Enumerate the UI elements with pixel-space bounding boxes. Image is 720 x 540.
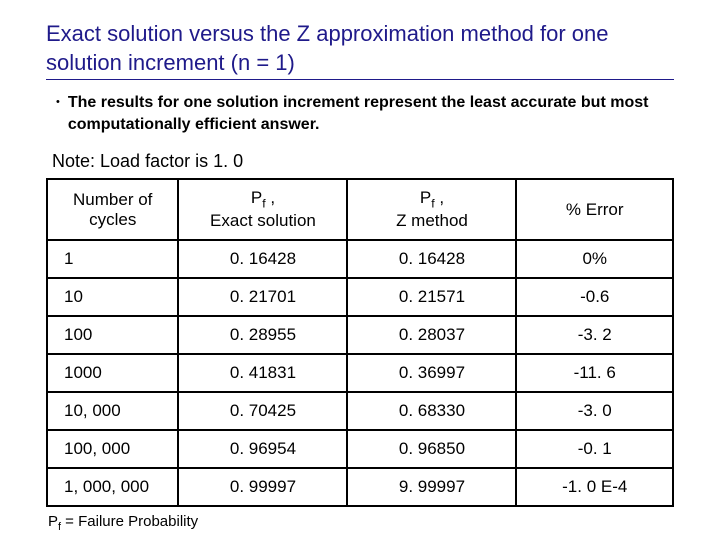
table-cell: -3. 2 bbox=[516, 316, 673, 354]
table-cell: 0. 96850 bbox=[347, 430, 516, 468]
table-cell: 0. 99997 bbox=[178, 468, 347, 506]
table-cell: 100 bbox=[47, 316, 178, 354]
table-cell: 0. 21701 bbox=[178, 278, 347, 316]
table-row: 1000. 289550. 28037-3. 2 bbox=[47, 316, 673, 354]
table-cell: -1. 0 E-4 bbox=[516, 468, 673, 506]
table-cell: -0.6 bbox=[516, 278, 673, 316]
table-cell: 0. 96954 bbox=[178, 430, 347, 468]
table-cell: 1 bbox=[47, 240, 178, 278]
bullet-dot-icon: • bbox=[56, 92, 60, 111]
table-cell: 0. 21571 bbox=[347, 278, 516, 316]
results-table: Number of cycles Pf , Exact solution Pf … bbox=[46, 178, 674, 506]
table-cell: 10 bbox=[47, 278, 178, 316]
slide-title: Exact solution versus the Z approximatio… bbox=[46, 20, 674, 80]
table-header-row: Number of cycles Pf , Exact solution Pf … bbox=[47, 179, 673, 239]
table-row: 10, 0000. 704250. 68330-3. 0 bbox=[47, 392, 673, 430]
table-cell: 9. 99997 bbox=[347, 468, 516, 506]
table-cell: 10, 000 bbox=[47, 392, 178, 430]
table-cell: -3. 0 bbox=[516, 392, 673, 430]
bullet-text: The results for one solution increment r… bbox=[68, 92, 674, 135]
footnote: Pf = Failure Probability bbox=[48, 513, 674, 533]
table-row: 1, 000, 0000. 999979. 99997-1. 0 E-4 bbox=[47, 468, 673, 506]
table-cell: 0. 36997 bbox=[347, 354, 516, 392]
table-row: 100, 0000. 969540. 96850-0. 1 bbox=[47, 430, 673, 468]
table-cell: 0% bbox=[516, 240, 673, 278]
header-zmethod: Pf , Z method bbox=[347, 179, 516, 239]
table-row: 10. 164280. 164280% bbox=[47, 240, 673, 278]
table-cell: 0. 16428 bbox=[178, 240, 347, 278]
header-error: % Error bbox=[516, 179, 673, 239]
note-text: Note: Load factor is 1. 0 bbox=[52, 151, 674, 172]
header-cycles: Number of cycles bbox=[47, 179, 178, 239]
table-row: 100. 217010. 21571-0.6 bbox=[47, 278, 673, 316]
table-cell: 1, 000, 000 bbox=[47, 468, 178, 506]
table-cell: 1000 bbox=[47, 354, 178, 392]
table-cell: -11. 6 bbox=[516, 354, 673, 392]
bullet-item: • The results for one solution increment… bbox=[46, 92, 674, 135]
table-cell: 0. 68330 bbox=[347, 392, 516, 430]
table-cell: 0. 70425 bbox=[178, 392, 347, 430]
table-cell: -0. 1 bbox=[516, 430, 673, 468]
table-cell: 0. 28955 bbox=[178, 316, 347, 354]
table-cell: 0. 41831 bbox=[178, 354, 347, 392]
table-row: 10000. 418310. 36997-11. 6 bbox=[47, 354, 673, 392]
table-cell: 0. 28037 bbox=[347, 316, 516, 354]
table-cell: 100, 000 bbox=[47, 430, 178, 468]
table-body: 10. 164280. 164280%100. 217010. 21571-0.… bbox=[47, 240, 673, 506]
table-cell: 0. 16428 bbox=[347, 240, 516, 278]
header-exact: Pf , Exact solution bbox=[178, 179, 347, 239]
